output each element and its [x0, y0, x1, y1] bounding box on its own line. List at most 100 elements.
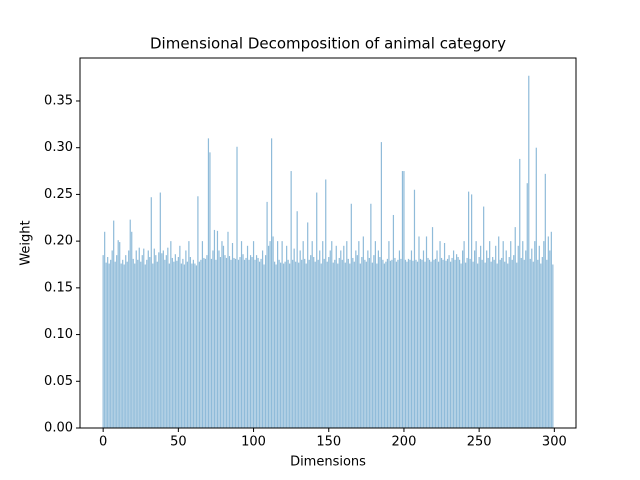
bar — [484, 262, 486, 428]
bar — [529, 258, 531, 428]
bar — [261, 250, 264, 428]
bar — [343, 245, 345, 428]
bar — [277, 241, 279, 428]
bar — [478, 257, 480, 428]
bar — [328, 257, 330, 428]
bar — [510, 241, 512, 428]
bar — [186, 261, 188, 428]
bar — [176, 260, 178, 428]
bar — [437, 261, 440, 428]
bar — [281, 241, 283, 428]
bar — [550, 231, 552, 428]
bar — [483, 206, 485, 428]
bar — [440, 257, 443, 428]
bar — [284, 261, 286, 428]
bar — [301, 259, 303, 428]
bar — [236, 146, 238, 428]
x-tick-label: 50 — [170, 435, 187, 450]
bar — [177, 257, 179, 428]
bar — [526, 183, 528, 428]
bar — [286, 245, 288, 428]
bar — [443, 243, 446, 428]
bar — [445, 260, 447, 428]
bar — [454, 259, 456, 428]
bar — [452, 250, 455, 428]
bar — [319, 250, 321, 428]
bar — [225, 257, 228, 428]
bar — [442, 259, 444, 428]
bar — [472, 261, 474, 428]
bar — [197, 196, 199, 428]
bar — [131, 231, 133, 428]
bar — [531, 248, 533, 428]
bar — [347, 258, 349, 428]
bar — [346, 241, 348, 428]
bar — [534, 241, 536, 428]
y-tick-label: 0.00 — [44, 421, 73, 436]
bar — [540, 263, 542, 428]
bar — [465, 262, 467, 428]
bar — [234, 258, 237, 428]
bar — [350, 203, 352, 428]
bar — [295, 261, 297, 428]
bar — [349, 263, 351, 428]
bar — [547, 236, 549, 428]
bar — [111, 250, 113, 428]
bar — [123, 264, 125, 428]
bar — [424, 261, 426, 428]
bar — [289, 263, 291, 428]
bar — [338, 257, 340, 428]
bar — [230, 259, 232, 428]
bar — [245, 257, 247, 428]
bar — [155, 255, 157, 428]
bar — [156, 261, 158, 428]
bar — [379, 257, 381, 428]
bar — [222, 245, 225, 428]
bar — [198, 261, 201, 428]
bar — [522, 241, 524, 428]
bar — [183, 264, 185, 428]
bar — [280, 262, 282, 428]
bar — [110, 259, 112, 428]
bar — [192, 259, 194, 428]
bar — [228, 256, 231, 428]
bar — [203, 257, 205, 428]
bar — [200, 259, 202, 428]
bar — [322, 241, 324, 428]
chart-title: Dimensional Decomposition of animal cate… — [150, 35, 506, 53]
bar — [290, 171, 292, 429]
bar — [249, 255, 252, 428]
bar — [260, 258, 262, 428]
bar — [325, 179, 327, 428]
bar — [373, 255, 375, 428]
bar — [252, 241, 255, 428]
bar — [267, 245, 270, 428]
bar — [489, 241, 491, 428]
bar — [152, 263, 154, 428]
bar — [466, 257, 468, 428]
bar — [431, 227, 434, 428]
bar — [310, 255, 312, 428]
bar — [493, 259, 495, 428]
bar — [167, 247, 169, 428]
bar — [332, 262, 334, 428]
bar — [189, 257, 191, 428]
bar — [102, 255, 104, 428]
bar — [114, 261, 116, 428]
bar — [204, 258, 207, 428]
bar — [541, 257, 543, 428]
bar — [298, 262, 300, 428]
bar — [421, 259, 423, 428]
bar — [258, 261, 261, 428]
bar — [481, 259, 483, 428]
y-tick-label: 0.30 — [44, 140, 73, 155]
bar — [474, 250, 476, 428]
bar — [403, 171, 405, 429]
bar — [416, 261, 419, 428]
bar — [221, 241, 223, 428]
bar — [274, 261, 276, 428]
bar — [195, 265, 198, 428]
bar — [146, 259, 148, 428]
bar — [439, 241, 441, 428]
bar — [367, 250, 369, 428]
